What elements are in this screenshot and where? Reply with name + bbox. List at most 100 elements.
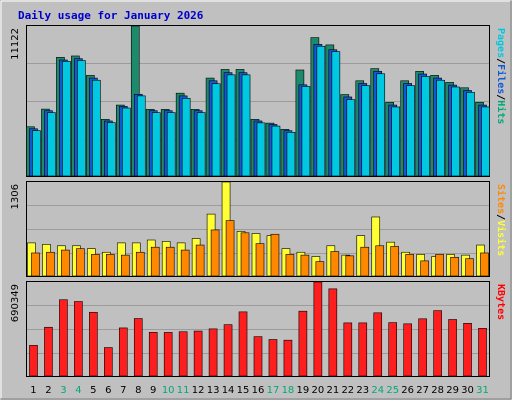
legend-files: Files [495, 64, 507, 94]
bar-kbytes-day-2 [44, 326, 53, 377]
bar-sites-day-25 [390, 246, 400, 277]
bar-sites-day-19 [300, 254, 310, 277]
bar-kbytes-day-11 [178, 331, 188, 377]
bar-pages-day-22 [346, 99, 356, 177]
day-label-6: 6 [105, 385, 111, 396]
panel-frame [26, 281, 490, 377]
bar-kbytes-day-28 [433, 310, 442, 377]
bar-kbytes-day-7 [118, 327, 128, 377]
day-label-2: 2 [45, 385, 51, 396]
day-label-28: 28 [431, 385, 444, 396]
day-label-12: 12 [192, 385, 205, 396]
day-label-8: 8 [135, 385, 141, 396]
bar-pages-day-24 [376, 73, 386, 177]
bar-sites-day-24 [375, 245, 385, 277]
bar-kbytes-day-10 [163, 332, 173, 377]
panel-max-label: 1306 [10, 184, 21, 209]
bar-sites-day-26 [405, 254, 414, 277]
bar-sites-day-10 [165, 246, 175, 277]
bar-pages-day-31 [481, 106, 490, 177]
bar-pages-day-8 [136, 95, 146, 177]
day-label-23: 23 [356, 385, 369, 396]
day-label-3: 3 [60, 385, 66, 396]
bar-kbytes-day-18 [283, 339, 293, 377]
bar-sites-day-2 [46, 251, 55, 277]
bar-kbytes-day-30 [463, 323, 472, 377]
bar-sites-day-29 [450, 256, 459, 277]
bar-sites-day-21 [330, 251, 340, 277]
bar-sites-day-6 [106, 254, 115, 277]
bar-pages-day-12 [196, 112, 206, 177]
bar-kbytes-day-25 [388, 322, 398, 377]
bar-kbytes-day-5 [89, 311, 98, 377]
day-label-29: 29 [446, 385, 459, 396]
bar-sites-day-18 [285, 254, 295, 277]
bar-kbytes-day-13 [208, 328, 218, 377]
panel-legend: Sites/Visits [495, 184, 507, 256]
bar-pages-day-21 [331, 51, 341, 177]
bar-kbytes-day-27 [418, 318, 427, 377]
day-label-16: 16 [252, 385, 265, 396]
bar-kbytes-day-17 [268, 339, 278, 377]
bar-kbytes-day-9 [148, 331, 158, 377]
bar-kbytes-day-21 [328, 288, 338, 377]
bar-kbytes-day-14 [223, 324, 233, 377]
panel-3: 690349 KBytes [10, 281, 506, 377]
bar-kbytes-day-15 [238, 311, 248, 377]
bar-sites-day-5 [91, 254, 100, 277]
bar-pages-day-14 [226, 74, 236, 177]
day-label-31: 31 [476, 385, 489, 396]
panel-frame [26, 25, 490, 177]
bar-kbytes-day-16 [253, 336, 263, 377]
day-label-11: 11 [177, 385, 190, 396]
panel-bars [26, 25, 490, 177]
bar-sites-day-14 [225, 220, 235, 277]
day-label-26: 26 [401, 385, 414, 396]
panel-legend: KBytes [495, 284, 506, 320]
legend-pages: Pages [495, 28, 506, 58]
legend-hits: Hits [495, 100, 507, 124]
bar-pages-day-13 [211, 83, 221, 177]
bar-sites-day-28 [435, 254, 444, 277]
day-label-5: 5 [90, 385, 96, 396]
bar-pages-day-4 [77, 60, 86, 177]
bar-kbytes-day-29 [448, 319, 457, 377]
bar-pages-day-28 [436, 79, 445, 177]
day-label-13: 13 [207, 385, 220, 396]
bar-pages-day-26 [406, 85, 415, 177]
day-label-4: 4 [75, 385, 81, 396]
bar-pages-day-7 [121, 107, 131, 177]
day-label-24: 24 [371, 385, 384, 396]
bar-pages-day-19 [301, 86, 311, 177]
bar-sites-day-22 [345, 255, 355, 277]
bar-pages-day-18 [286, 132, 296, 177]
day-label-20: 20 [312, 385, 325, 396]
day-label-30: 30 [461, 385, 474, 396]
day-label-25: 25 [386, 385, 399, 396]
bar-pages-day-2 [47, 112, 56, 177]
bar-kbytes-day-8 [133, 318, 143, 377]
bar-kbytes-day-22 [343, 322, 353, 377]
bar-pages-day-11 [181, 98, 191, 177]
bar-sites-day-11 [180, 249, 190, 277]
bar-pages-day-6 [107, 122, 116, 177]
panel-2: 1306 Sites/Visits [10, 181, 507, 277]
legend-separator: / [495, 214, 506, 220]
bar-sites-day-8 [135, 251, 145, 277]
bar-kbytes-day-3 [59, 299, 68, 377]
bar-sites-day-17 [270, 233, 280, 277]
chart-title: Daily usage for January 2026 [18, 9, 204, 22]
legend-sites: Sites [495, 184, 507, 214]
bar-pages-day-23 [361, 85, 371, 177]
day-label-17: 17 [267, 385, 280, 396]
bar-pages-day-9 [151, 112, 161, 177]
bar-sites-day-4 [76, 248, 85, 277]
bar-sites-day-23 [360, 246, 370, 277]
bar-sites-day-1 [31, 252, 40, 277]
panel-frame [26, 181, 490, 277]
day-label-27: 27 [416, 385, 429, 396]
bar-pages-day-25 [391, 106, 401, 177]
bar-kbytes-day-4 [74, 301, 83, 377]
bar-pages-day-1 [32, 130, 41, 177]
